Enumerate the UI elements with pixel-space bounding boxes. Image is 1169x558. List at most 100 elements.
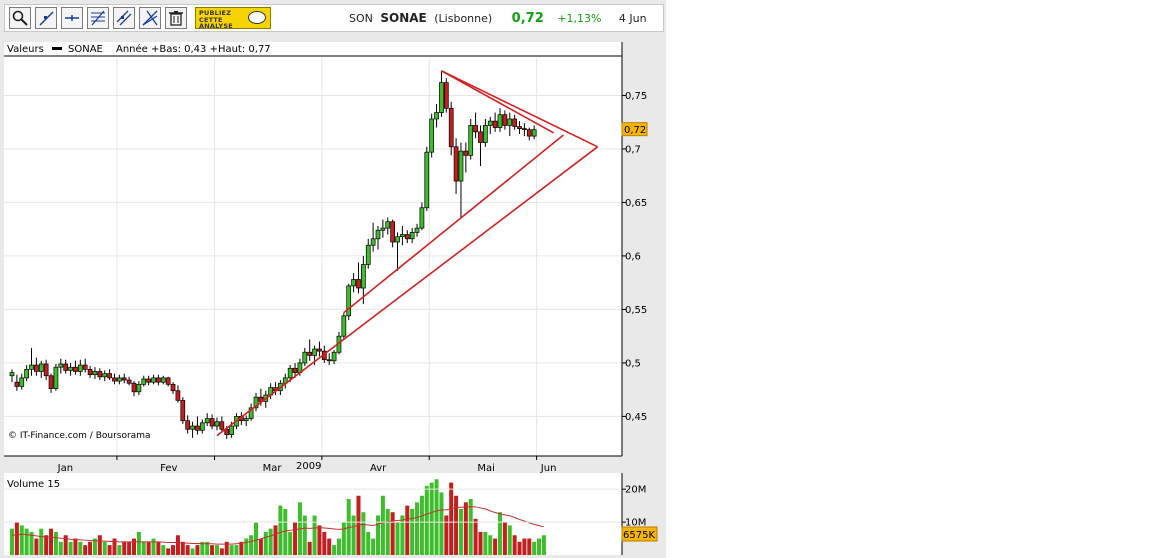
volume-bar	[463, 502, 468, 555]
volume-bar	[88, 541, 93, 555]
volume-bar	[151, 538, 156, 555]
draw-line-button[interactable]	[35, 7, 57, 29]
candle-body	[365, 244, 371, 265]
candle-body	[414, 227, 420, 233]
volume-bar	[273, 525, 278, 555]
candle-body	[453, 146, 459, 182]
candle-body	[317, 348, 322, 352]
candle-body	[351, 279, 356, 287]
volume-bar	[239, 541, 244, 555]
legend-swatch	[52, 47, 62, 50]
volume-bar	[366, 531, 371, 555]
volume-bar	[190, 548, 195, 555]
volume-bar	[185, 545, 190, 555]
volume-bar	[336, 538, 341, 555]
delete-button[interactable]	[165, 7, 187, 29]
volume-bar	[73, 538, 78, 555]
volume-bar	[175, 535, 180, 555]
legend-series: SONAE	[68, 44, 103, 55]
volume-bar	[405, 505, 410, 555]
volume-ticks: 20M 10M	[4, 473, 646, 555]
y-tick-label: 0,75	[625, 91, 647, 102]
volume-bar	[473, 518, 478, 555]
candle-body	[522, 128, 527, 131]
axis-ticks: 0,45 0,5 0,55 0,6 0,65 0,7 0,75 Jan Fev Mar Avr Mai…	[4, 42, 647, 474]
candle-body	[473, 125, 478, 133]
volume-bar	[439, 492, 444, 555]
drawing-toolbar: PUBLIEZ CETTE ANALYSE SON SONAE (Lisbonn…	[4, 4, 664, 32]
volume-bar	[429, 482, 434, 555]
volume-bar	[395, 522, 400, 555]
quote-date: 4 Jun	[618, 12, 647, 25]
channel-button[interactable]	[113, 7, 135, 29]
volume-bar	[458, 508, 463, 555]
candle-body	[9, 372, 15, 377]
candle-body	[151, 377, 156, 383]
price-plot-area	[4, 42, 622, 456]
candle-body	[302, 351, 308, 364]
x-tick-label: Jun	[540, 463, 557, 474]
candle-body	[395, 236, 400, 243]
candle-body	[341, 315, 347, 337]
promo-line-1: PUBLIEZ	[199, 9, 232, 17]
volume-bar	[127, 541, 132, 555]
candle-body	[229, 425, 234, 435]
volume-bar	[263, 531, 268, 555]
candle-body	[526, 129, 532, 137]
candle-body	[439, 82, 444, 113]
volume-bar	[205, 541, 210, 555]
volume-bar	[195, 545, 200, 555]
candle-body	[43, 363, 49, 377]
volume-tick-label: 20M	[625, 485, 646, 496]
candle-body	[199, 422, 205, 431]
candle-body	[248, 407, 254, 419]
candle-body	[160, 377, 166, 383]
publish-analysis-button[interactable]: PUBLIEZ CETTE ANALYSE	[195, 7, 271, 29]
volume-bar	[415, 502, 420, 555]
volume-bar	[351, 515, 356, 555]
volume-bar	[219, 548, 224, 555]
last-price-box	[621, 122, 648, 137]
zoom-button[interactable]	[9, 7, 31, 29]
candle-body	[380, 227, 386, 231]
candle-body	[87, 368, 93, 376]
price-chart[interactable]: Valeurs SONAE Année +Bas: 0,43 +Haut: 0,…	[0, 38, 666, 558]
candle-body	[195, 425, 200, 431]
volume-bar	[400, 515, 405, 555]
last-price-label: 0,72	[624, 125, 646, 136]
speech-bubble-icon	[248, 11, 266, 24]
volume-bar	[171, 545, 176, 555]
candle-body	[190, 425, 195, 430]
volume-bar	[39, 528, 44, 555]
volume-bar	[371, 538, 376, 555]
fan-button[interactable]	[139, 7, 161, 29]
volume-bar	[53, 531, 58, 555]
trendline	[343, 134, 564, 314]
candle-body	[170, 383, 176, 392]
x-tick-label: Mar	[263, 463, 283, 474]
horizontal-line-icon	[65, 15, 79, 21]
volume-bar	[341, 522, 346, 555]
volume-bar	[478, 531, 483, 555]
volume-bar	[390, 512, 395, 555]
volume-bar	[68, 541, 73, 555]
candle-body	[419, 207, 425, 229]
volume-bar	[502, 522, 507, 555]
volume-bar	[541, 535, 546, 555]
horizontal-line-button[interactable]	[61, 7, 83, 29]
candle-body	[117, 377, 122, 382]
volume-bar	[24, 528, 29, 555]
volume-bar	[468, 499, 473, 555]
volume-bar	[419, 495, 424, 555]
volume-bar	[180, 541, 185, 555]
x-tick-label: Jan	[57, 463, 73, 474]
candle-body	[112, 377, 117, 382]
candle-body	[97, 371, 103, 378]
fibonacci-button[interactable]	[87, 7, 109, 29]
x-tick-label: Fev	[160, 463, 177, 474]
volume-bar	[361, 512, 366, 555]
volume-bar	[136, 531, 141, 555]
channel-icon	[116, 10, 132, 26]
candle-body	[424, 151, 430, 209]
volume-bar	[58, 541, 63, 555]
